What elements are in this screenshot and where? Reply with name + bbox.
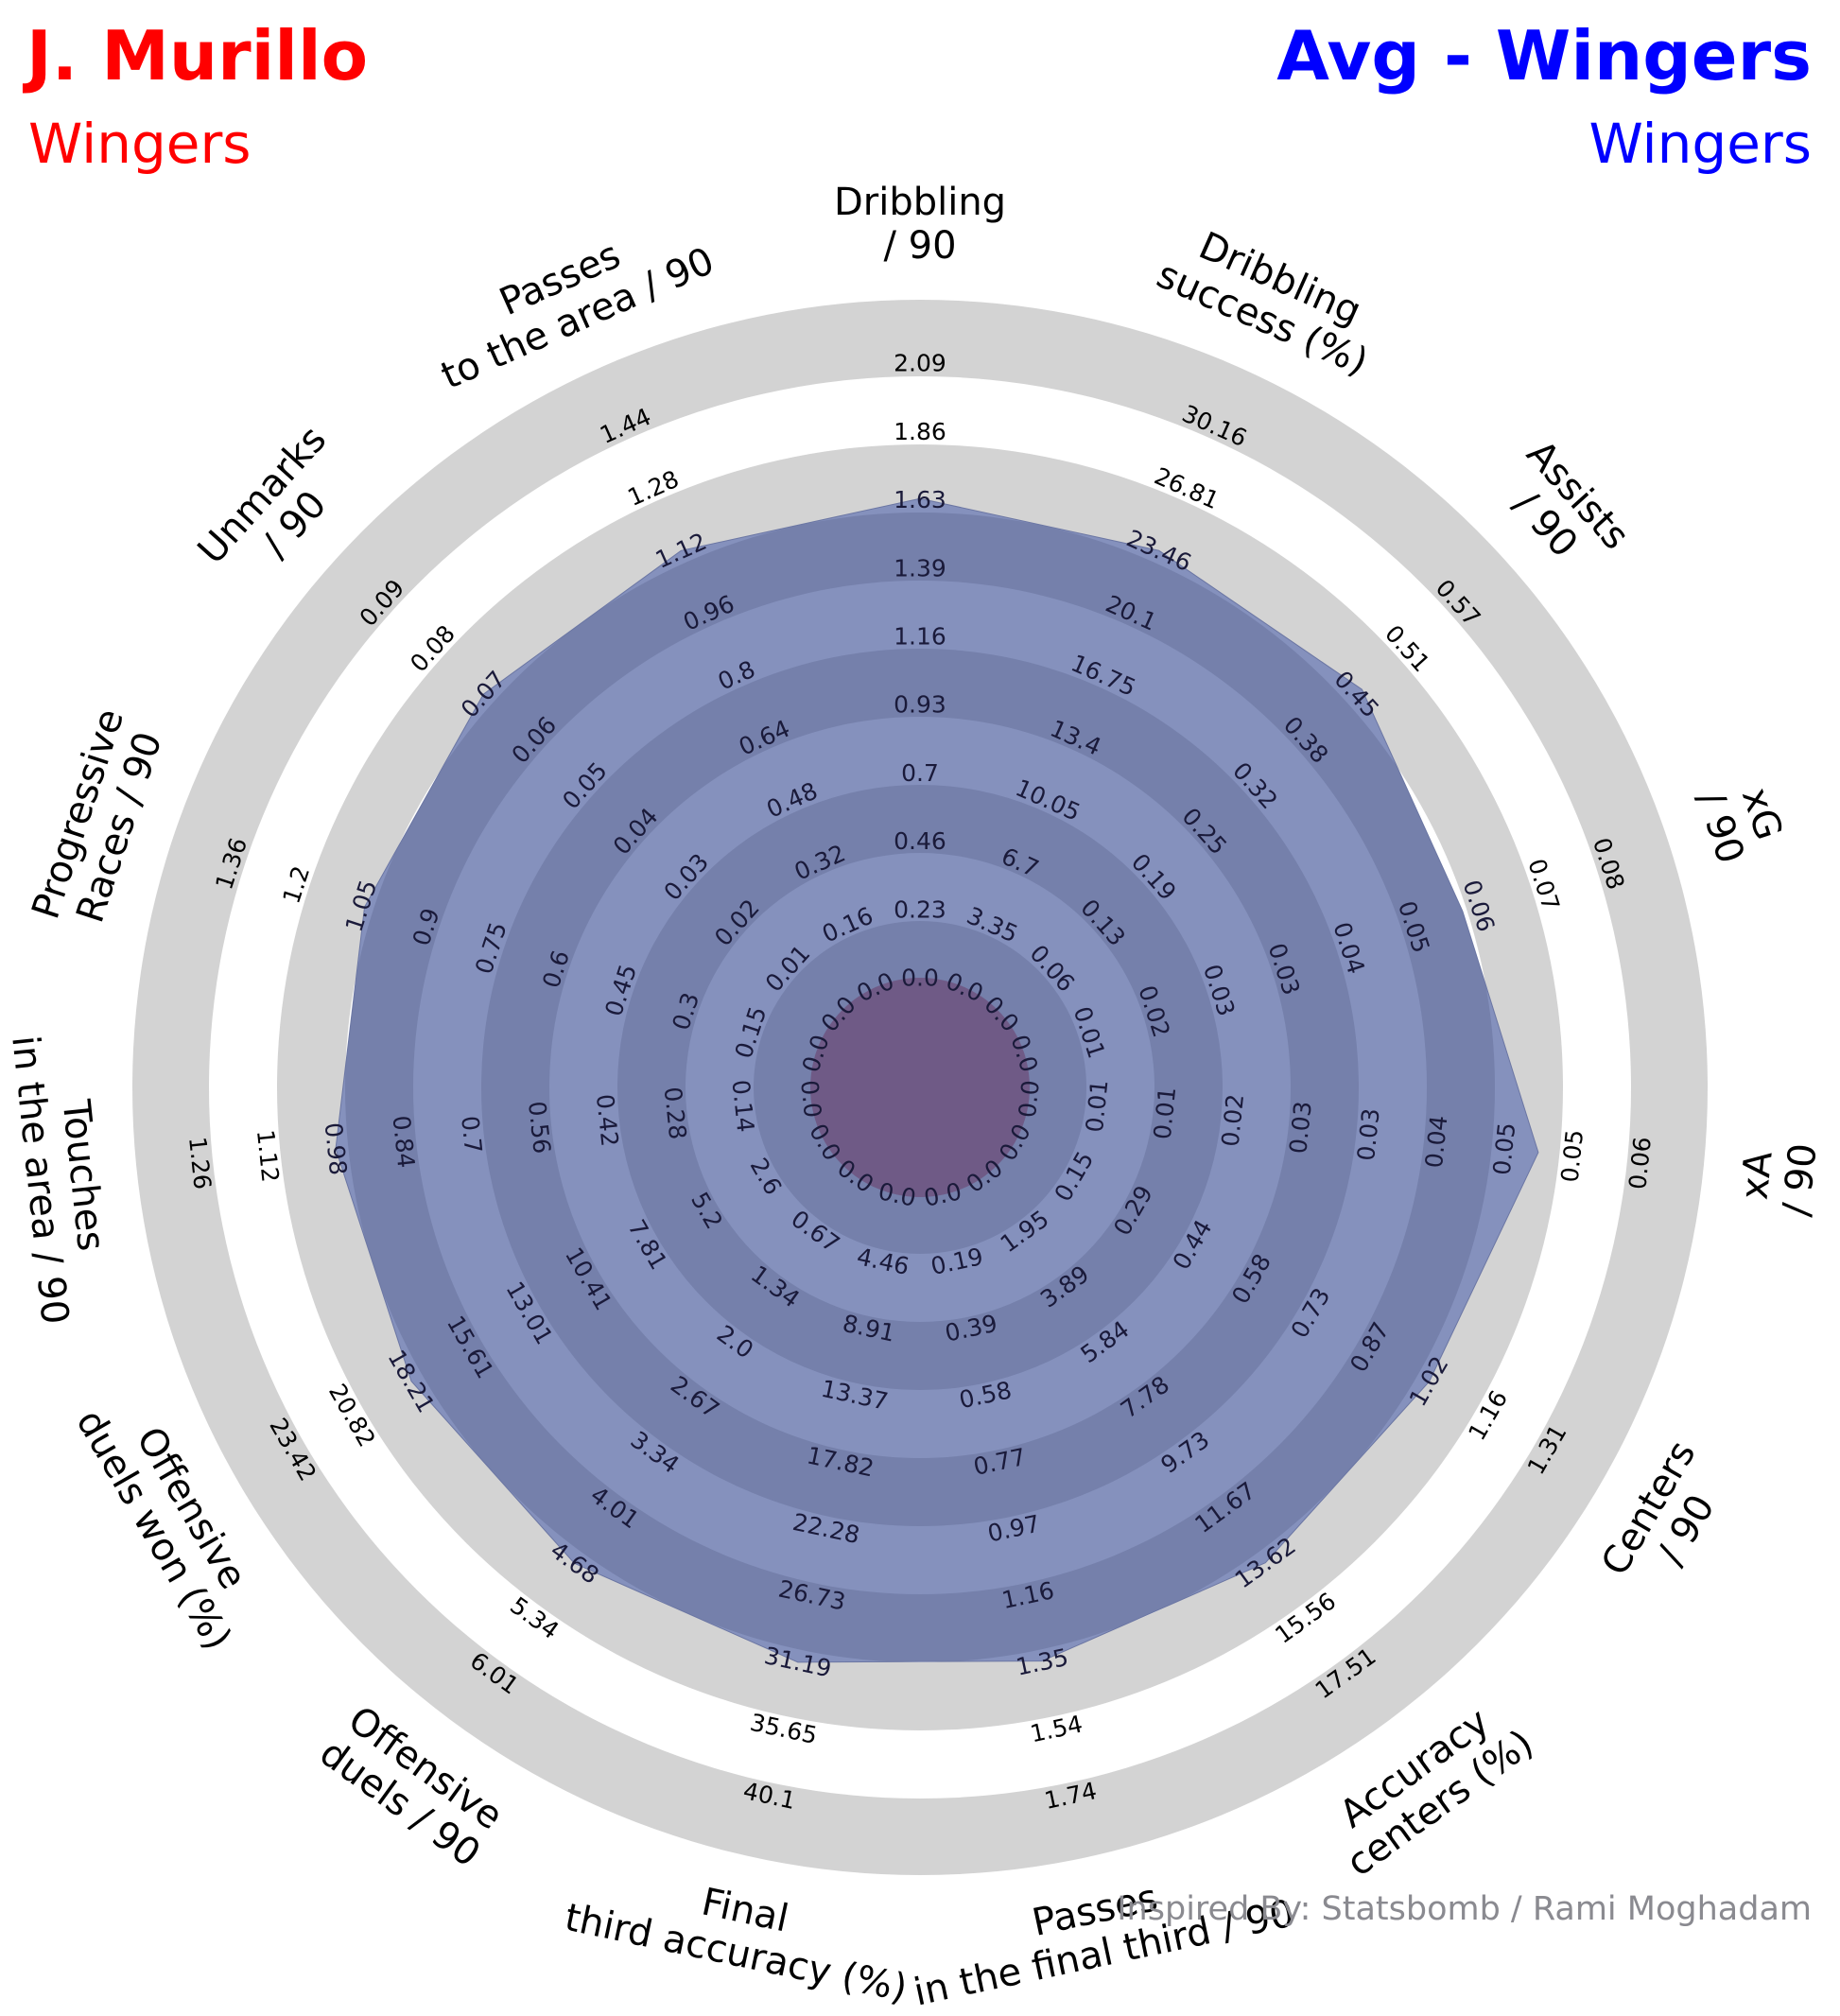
- comparison-subtitle: Wingers: [1588, 112, 1812, 176]
- player-area: [810, 978, 1030, 1197]
- axis-label: Centers/ 90: [1593, 1434, 1724, 1583]
- tick-label: 2.09: [894, 350, 946, 377]
- player-series-polygon: [810, 978, 1030, 1195]
- tick-label: 1.39: [894, 554, 946, 582]
- tick-label: 0.03: [1352, 1107, 1385, 1162]
- tick-label: 1.26: [183, 1136, 217, 1190]
- tick-label: 0.46: [894, 827, 946, 855]
- tick-label: 0.7: [456, 1115, 487, 1156]
- credit-text: Inspired By: Statsbomb / Rami Moghadam: [1117, 1890, 1812, 1928]
- comparison-name: Avg - Wingers: [1276, 16, 1812, 96]
- player-name: J. Murillo: [22, 16, 368, 96]
- tick-label: 0.0: [795, 1079, 826, 1120]
- comparison-series-shape: [335, 497, 1539, 1663]
- axis-label: Dribbling/ 90: [834, 181, 1006, 268]
- tick-label: 0.04: [1420, 1114, 1453, 1169]
- tick-label: 0.14: [727, 1078, 760, 1133]
- tick-label: 0.05: [1555, 1128, 1588, 1183]
- tick-label: 0.28: [659, 1086, 692, 1140]
- tick-label: 0.03: [1284, 1100, 1317, 1155]
- player-subtitle: Wingers: [28, 112, 252, 176]
- tick-label: 1.63: [894, 486, 946, 513]
- tick-label: 0.02: [1216, 1093, 1249, 1148]
- tick-label: 0.93: [894, 691, 946, 719]
- tick-label: 0.0: [1014, 1079, 1045, 1120]
- axis-label-line: xA: [1733, 1149, 1781, 1202]
- tick-label: 1.16: [894, 623, 946, 651]
- tick-label: 0.98: [320, 1121, 353, 1176]
- tick-label: 0.01: [1149, 1086, 1182, 1140]
- tick-label: 0.7: [901, 759, 939, 787]
- tick-label: 0.84: [387, 1114, 420, 1169]
- axis-label: xA/ 90: [1733, 1141, 1826, 1218]
- tick-label: 0.01: [1081, 1078, 1114, 1133]
- tick-label: 0.42: [591, 1093, 624, 1148]
- axis-label-line: Dribbling: [834, 181, 1006, 224]
- tick-label: 0.0: [901, 965, 939, 992]
- axis-label-line: / 90: [883, 224, 956, 268]
- tick-label: 0.56: [523, 1100, 556, 1155]
- axis-label-line: / 90: [1775, 1141, 1826, 1218]
- tick-label: 1.12: [252, 1128, 285, 1183]
- tick-label: 0.05: [1488, 1121, 1521, 1176]
- axis-label: xG/ 90: [1689, 783, 1791, 869]
- tick-label: 0.23: [894, 895, 946, 923]
- tick-label: 1.86: [894, 418, 946, 445]
- tick-label: 0.06: [1623, 1136, 1657, 1190]
